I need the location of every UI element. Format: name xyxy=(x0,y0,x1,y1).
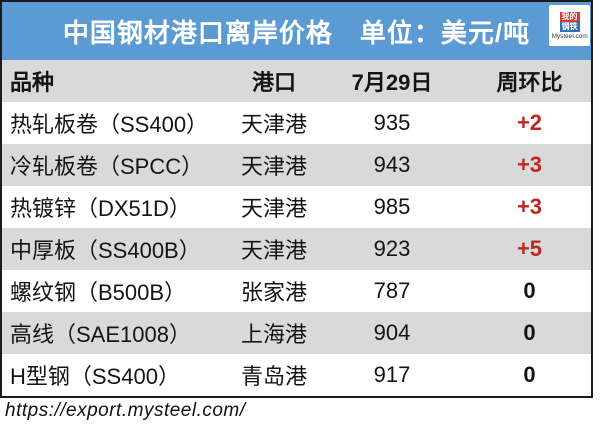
table-row: 冷轧板卷（SPCC） 天津港 943 +3 xyxy=(2,144,591,186)
logo-icon-bottom-text: 钢铁 xyxy=(559,21,580,32)
cell-variety: 冷轧板卷（SPCC） xyxy=(10,154,204,179)
header-port: 港口 xyxy=(251,70,296,95)
cell-port: 青岛港 xyxy=(240,364,307,389)
table-row: 中厚板（SS400B） 天津港 923 +5 xyxy=(2,228,591,270)
cell-change: +5 xyxy=(516,236,543,261)
cell-port: 天津港 xyxy=(240,112,307,137)
source-url: https://export.mysteel.com/ xyxy=(5,400,246,421)
table-body: 热轧板卷（SS400） 天津港 935 +2 冷轧板卷（SPCC） 天津港 94… xyxy=(2,102,591,396)
cell-variety: 中厚板（SS400B） xyxy=(10,238,201,263)
cell-price: 935 xyxy=(373,110,411,135)
table-row: 热轧板卷（SS400） 天津港 935 +2 xyxy=(2,102,591,144)
page-title: 中国钢材港口离岸价格 单位：美元/吨 xyxy=(62,17,531,48)
cell-change: 0 xyxy=(523,320,536,345)
footer: https://export.mysteel.com/ xyxy=(5,399,595,423)
cell-variety: 高线（SAE1008） xyxy=(10,322,191,347)
logo-caption: Mysteel.com xyxy=(551,32,588,40)
cell-price: 904 xyxy=(373,320,411,345)
cell-change: +3 xyxy=(516,194,543,219)
logo-icon-top-text: 我的 xyxy=(559,11,580,22)
cell-port: 张家港 xyxy=(240,280,307,305)
header-date: 7月29日 xyxy=(351,70,433,95)
mysteel-logo: 我的 钢铁 Mysteel.com xyxy=(549,5,590,46)
mysteel-logo-icon: 我的 钢铁 xyxy=(559,11,580,32)
cell-price: 787 xyxy=(373,278,411,303)
cell-price: 917 xyxy=(373,362,411,387)
cell-port: 上海港 xyxy=(240,322,307,347)
cell-change: 0 xyxy=(523,362,536,387)
cell-variety: 热镀锌（DX51D） xyxy=(10,196,191,221)
cell-price: 985 xyxy=(373,194,411,219)
cell-port: 天津港 xyxy=(240,196,307,221)
cell-price: 943 xyxy=(373,152,411,177)
cell-port: 天津港 xyxy=(240,238,307,263)
title-bar: 中国钢材港口离岸价格 单位：美元/吨 我的 钢铁 Mysteel.com xyxy=(2,2,591,60)
cell-price: 923 xyxy=(373,236,411,261)
cell-change: +3 xyxy=(516,152,543,177)
table-row: 螺纹钢（B500B） 张家港 787 0 xyxy=(2,270,591,312)
price-table-card: 中国钢材港口离岸价格 单位：美元/吨 我的 钢铁 Mysteel.com 品种 … xyxy=(0,0,593,398)
cell-variety: 螺纹钢（B500B） xyxy=(10,280,187,305)
cell-change: +2 xyxy=(516,110,543,135)
header-wow: 周环比 xyxy=(496,70,563,95)
cell-change: 0 xyxy=(523,278,536,303)
cell-port: 天津港 xyxy=(240,154,307,179)
table-header-row: 品种 港口 7月29日 周环比 xyxy=(2,60,591,102)
cell-variety: 热轧板卷（SS400） xyxy=(10,112,209,137)
header-variety: 品种 xyxy=(10,70,55,95)
table-row: H型钢（SS400） 青岛港 917 0 xyxy=(2,354,591,396)
table-row: 热镀锌（DX51D） 天津港 985 +3 xyxy=(2,186,591,228)
cell-variety: H型钢（SS400） xyxy=(10,364,180,389)
table-row: 高线（SAE1008） 上海港 904 0 xyxy=(2,312,591,354)
